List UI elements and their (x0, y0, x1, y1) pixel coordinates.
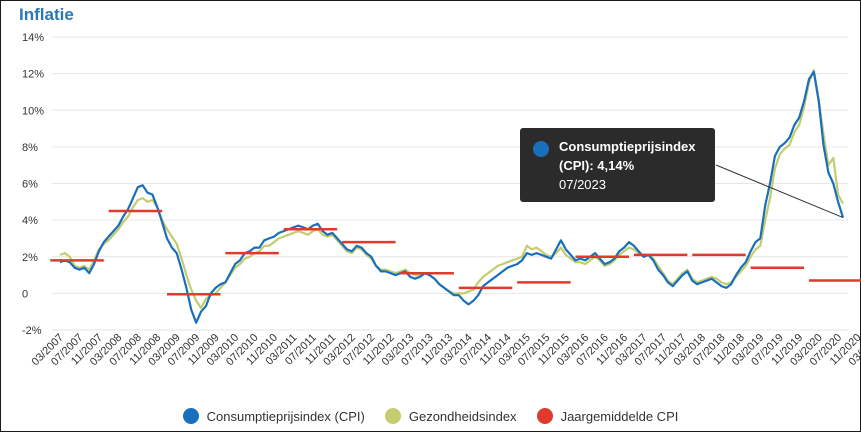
gridlines (52, 36, 848, 331)
legend-item-gezondheidsindex[interactable]: Gezondheidsindex (384, 408, 517, 424)
legend-label-jaargemiddelde: Jaargemiddelde CPI (560, 408, 679, 424)
chart-title: Inflatie (19, 5, 74, 24)
legend: Consumptieprijsindex (CPI) Gezondheidsin… (0, 408, 861, 424)
legend-item-cpi[interactable]: Consumptieprijsindex (CPI) (182, 408, 365, 424)
x-axis-ticks: 03/200707/200711/200703/200807/200811/20… (30, 332, 861, 369)
annual-average-segments (50, 209, 861, 296)
tooltip: Consumptieprijsindex (CPI): 4,14% 07/202… (520, 128, 715, 202)
legend-marker-jaargemiddelde (536, 408, 553, 424)
y-tick-label: 4% (22, 215, 38, 227)
y-axis-ticks: -2% 0 2% 4% 6% 8% 10% 12% 14% (22, 32, 44, 337)
tooltip-series-dot (533, 141, 549, 157)
y-tick-label: 0 (22, 288, 28, 300)
legend-item-jaargemiddelde[interactable]: Jaargemiddelde CPI (536, 408, 679, 424)
legend-label-gezondheidsindex: Gezondheidsindex (408, 408, 517, 424)
y-tick-label: -2% (22, 325, 42, 337)
tooltip-pointer (715, 164, 844, 219)
y-tick-label: 14% (22, 32, 44, 44)
tooltip-series-name: Consumptieprijsindex (559, 139, 696, 154)
y-tick-label: 10% (22, 105, 44, 117)
y-tick-label: 6% (22, 179, 38, 191)
tooltip-value: (CPI): 4,14% (559, 158, 635, 173)
y-tick-label: 12% (22, 69, 44, 81)
series-lines (59, 68, 845, 324)
legend-label-cpi: Consumptieprijsindex (CPI) (206, 408, 365, 424)
y-tick-label: 2% (22, 252, 38, 264)
tooltip-date: 07/2023 (559, 177, 606, 192)
legend-marker-cpi (182, 408, 199, 424)
legend-marker-gezondheidsindex (384, 408, 401, 424)
y-tick-label: 8% (22, 142, 38, 154)
series-line-cpi (59, 70, 845, 324)
